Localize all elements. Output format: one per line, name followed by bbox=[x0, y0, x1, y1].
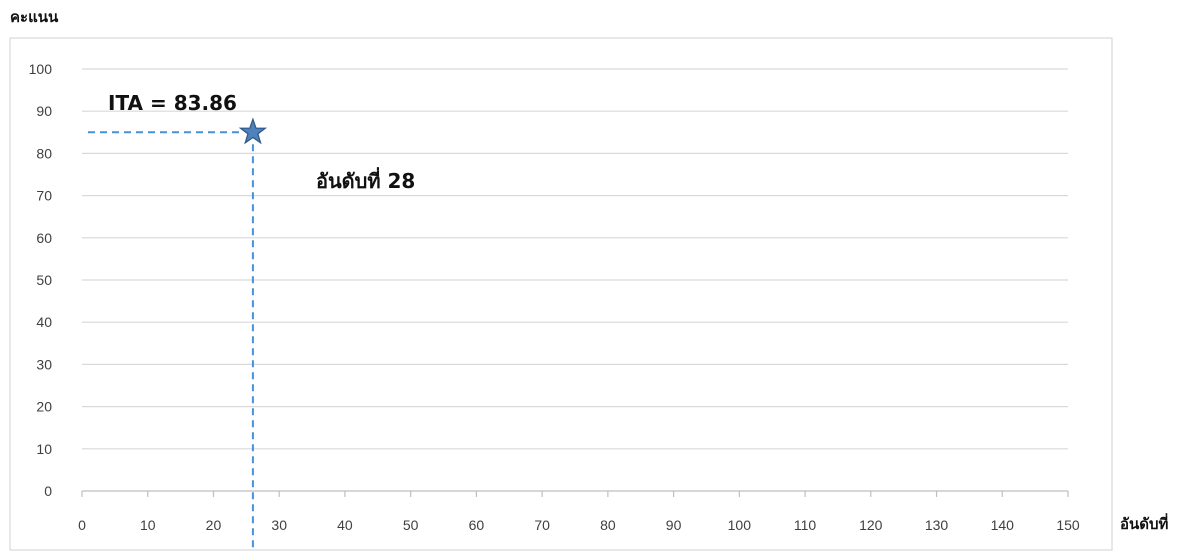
ita-value-annotation: ITA = 83.86 bbox=[108, 91, 237, 115]
x-tick-label: 90 bbox=[666, 517, 682, 533]
y-tick-label: 20 bbox=[36, 399, 52, 415]
x-tick-label: 10 bbox=[140, 517, 156, 533]
data-points bbox=[238, 117, 268, 145]
x-tick-label: 50 bbox=[403, 517, 419, 533]
guide-lines bbox=[88, 131, 254, 550]
y-tick-label: 80 bbox=[36, 145, 52, 161]
y-axis-title: คะแนน bbox=[10, 8, 59, 26]
x-tick-label: 80 bbox=[600, 517, 616, 533]
axes: 0 10 20 30 40 50 60 70 80 90 100 0 10 20 30 40 50 60 70 80 9… bbox=[29, 61, 1080, 533]
x-tick-label: 110 bbox=[794, 517, 817, 533]
rank-annotation: อันดับที่ 28 bbox=[316, 166, 415, 193]
x-tick-label: 60 bbox=[469, 517, 485, 533]
x-tick-label: 100 bbox=[728, 517, 752, 533]
x-tick-label: 140 bbox=[991, 517, 1015, 533]
x-tick-label: 20 bbox=[206, 517, 222, 533]
x-tick-label: 120 bbox=[859, 517, 883, 533]
x-tick-label: 0 bbox=[78, 517, 86, 533]
y-tick-label: 10 bbox=[36, 441, 52, 457]
x-tick-label: 130 bbox=[925, 517, 949, 533]
x-tick-label: 40 bbox=[337, 517, 353, 533]
x-axis-title: อันดับที่ bbox=[1120, 513, 1169, 533]
y-tick-label: 40 bbox=[36, 314, 52, 330]
x-tick-label: 70 bbox=[534, 517, 550, 533]
x-tick-label: 30 bbox=[271, 517, 287, 533]
y-tick-label: 70 bbox=[36, 188, 52, 204]
y-tick-label: 30 bbox=[36, 356, 52, 372]
star-marker-icon bbox=[238, 117, 268, 145]
y-tick-label: 60 bbox=[36, 230, 52, 246]
y-tick-label: 50 bbox=[36, 272, 52, 288]
y-tick-label: 0 bbox=[44, 483, 52, 499]
gridlines bbox=[82, 68, 1068, 450]
chart-area-border bbox=[9, 37, 1113, 551]
y-tick-label: 90 bbox=[36, 103, 52, 119]
y-tick-label: 100 bbox=[29, 61, 53, 77]
x-tick-label: 150 bbox=[1056, 517, 1080, 533]
